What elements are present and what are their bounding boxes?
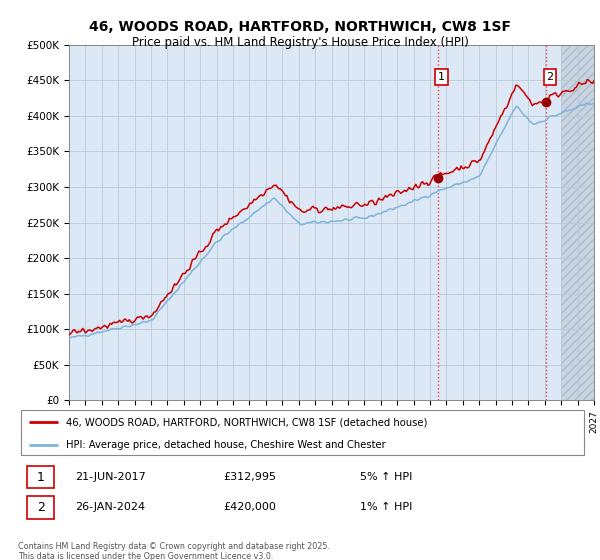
Text: 46, WOODS ROAD, HARTFORD, NORTHWICH, CW8 1SF: 46, WOODS ROAD, HARTFORD, NORTHWICH, CW8…: [89, 20, 511, 34]
Text: £420,000: £420,000: [223, 502, 276, 512]
Bar: [561, 45, 594, 400]
Bar: [561, 45, 594, 400]
Text: Contains HM Land Registry data © Crown copyright and database right 2025.
This d: Contains HM Land Registry data © Crown c…: [18, 542, 330, 560]
Text: HPI: Average price, detached house, Cheshire West and Chester: HPI: Average price, detached house, Ches…: [67, 440, 386, 450]
Text: 46, WOODS ROAD, HARTFORD, NORTHWICH, CW8 1SF (detached house): 46, WOODS ROAD, HARTFORD, NORTHWICH, CW8…: [67, 417, 428, 427]
Text: 1: 1: [37, 470, 45, 484]
FancyBboxPatch shape: [27, 496, 55, 519]
Text: 1% ↑ HPI: 1% ↑ HPI: [360, 502, 412, 512]
Text: 2: 2: [37, 501, 45, 514]
Text: Price paid vs. HM Land Registry's House Price Index (HPI): Price paid vs. HM Land Registry's House …: [131, 36, 469, 49]
Text: £312,995: £312,995: [223, 472, 276, 482]
Text: 21-JUN-2017: 21-JUN-2017: [75, 472, 146, 482]
FancyBboxPatch shape: [27, 466, 55, 488]
Text: 5% ↑ HPI: 5% ↑ HPI: [360, 472, 412, 482]
FancyBboxPatch shape: [21, 410, 584, 455]
Text: 26-JAN-2024: 26-JAN-2024: [75, 502, 145, 512]
Text: 1: 1: [438, 72, 445, 82]
Text: 2: 2: [547, 72, 554, 82]
